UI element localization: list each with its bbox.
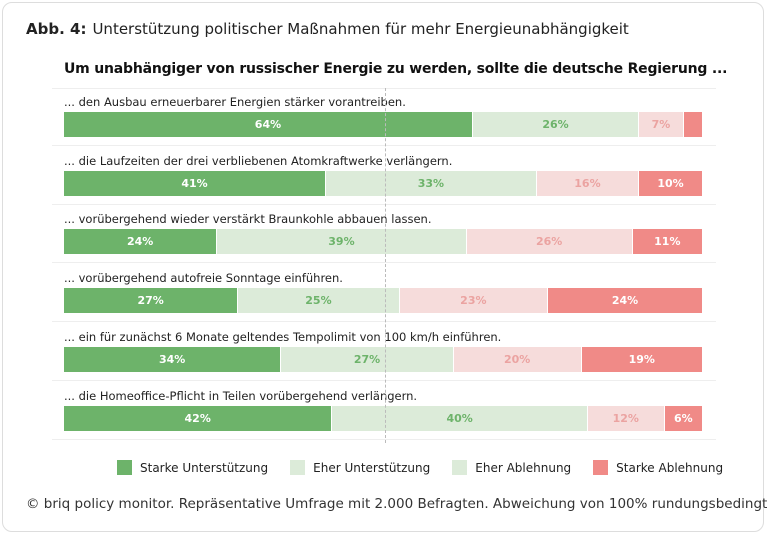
bar-segment-3: 7% bbox=[639, 112, 684, 137]
title-text: Unterstützung politischer Maßnahmen für … bbox=[92, 20, 629, 38]
bar-segment-1: 64% bbox=[64, 112, 473, 137]
stacked-bar: 64% 26% 7% bbox=[64, 112, 703, 137]
divider bbox=[52, 88, 716, 89]
bar-segment-2: 25% bbox=[238, 288, 400, 314]
bar-segment-4: 24% bbox=[548, 288, 703, 314]
bar-segment-3: 23% bbox=[399, 288, 549, 314]
chart-subtitle: Um unabhängiger von russischer Energie z… bbox=[64, 61, 728, 77]
bar-segment-3: 20% bbox=[453, 346, 582, 372]
divider bbox=[52, 203, 716, 205]
midpoint-line bbox=[385, 88, 386, 443]
bar-segment-1: 41% bbox=[64, 170, 326, 196]
bar-segment-2: 33% bbox=[325, 170, 537, 196]
row-label: ... vorübergehend autofreie Sonntage ein… bbox=[64, 271, 343, 286]
legend-item: Eher Ablehnung bbox=[452, 460, 571, 475]
legend-swatch bbox=[117, 460, 132, 475]
legend-label: Starke Ablehnung bbox=[616, 460, 724, 475]
stacked-bar: 27% 25% 23% 24% bbox=[64, 288, 703, 314]
legend-label: Starke Unterstützung bbox=[140, 460, 269, 475]
bar-segment-2: 39% bbox=[217, 229, 467, 255]
bar-segment-4: 10% bbox=[639, 170, 703, 196]
divider bbox=[52, 145, 716, 146]
chart-title: Abb. 4: Unterstützung politischer Maßnahm… bbox=[26, 20, 629, 38]
legend-swatch bbox=[593, 460, 609, 475]
bar-segment-4: 6% bbox=[664, 405, 703, 431]
bar-segment-2: 27% bbox=[281, 346, 454, 372]
stacked-bar: 41% 33% 16% 10% bbox=[64, 170, 703, 196]
bar-segment-1: 24% bbox=[64, 229, 218, 255]
figure-number: Abb. 4: bbox=[26, 20, 87, 38]
legend-item: Starke Ablehnung bbox=[593, 460, 723, 475]
row-label: ... vorübergehend wieder verstärkt Braun… bbox=[64, 212, 432, 227]
legend-swatch bbox=[452, 460, 468, 475]
bar-segment-1: 34% bbox=[64, 346, 282, 372]
legend-swatch bbox=[290, 460, 306, 475]
stacked-bar: 42% 40% 12% 6% bbox=[64, 405, 703, 431]
row-label: ... ein für zunächst 6 Monate geltendes … bbox=[64, 329, 502, 344]
legend-label: Eher Unterstützung bbox=[313, 460, 431, 475]
bar-segment-2: 40% bbox=[332, 405, 588, 431]
bar-segment-3: 16% bbox=[536, 170, 640, 196]
bar-segment-2: 26% bbox=[472, 112, 640, 137]
row-label: ... die Laufzeiten der drei verbliebenen… bbox=[64, 153, 453, 168]
divider bbox=[52, 379, 716, 381]
row-label: ... den Ausbau erneuerbarer Energien stä… bbox=[64, 95, 406, 109]
divider bbox=[52, 438, 716, 440]
divider bbox=[52, 321, 716, 323]
stacked-bar: 24% 39% 26% 11% bbox=[64, 229, 703, 255]
bar-segment-3: 26% bbox=[466, 229, 633, 255]
legend-item: Starke Unterstützung bbox=[117, 460, 268, 475]
bar-segment-4: 19% bbox=[581, 346, 703, 372]
stacked-bar: 34% 27% 20% 19% bbox=[64, 346, 703, 372]
bar-segment-4: 11% bbox=[632, 229, 703, 255]
footer-source: © briq policy monitor. Repräsentative Um… bbox=[26, 496, 768, 512]
legend-label: Eher Ablehnung bbox=[475, 460, 572, 475]
bar-segment-4 bbox=[683, 112, 703, 137]
legend: Starke Unterstützung Eher Unterstützung Eh… bbox=[117, 460, 723, 475]
bar-segment-3: 12% bbox=[587, 405, 665, 431]
row-label: ... die Homeoffice-Pflicht in Teilen vor… bbox=[64, 388, 418, 403]
divider bbox=[52, 262, 716, 264]
bar-segment-1: 42% bbox=[64, 405, 333, 431]
bar-segment-1: 27% bbox=[64, 288, 239, 314]
legend-item: Eher Unterstützung bbox=[290, 460, 430, 475]
